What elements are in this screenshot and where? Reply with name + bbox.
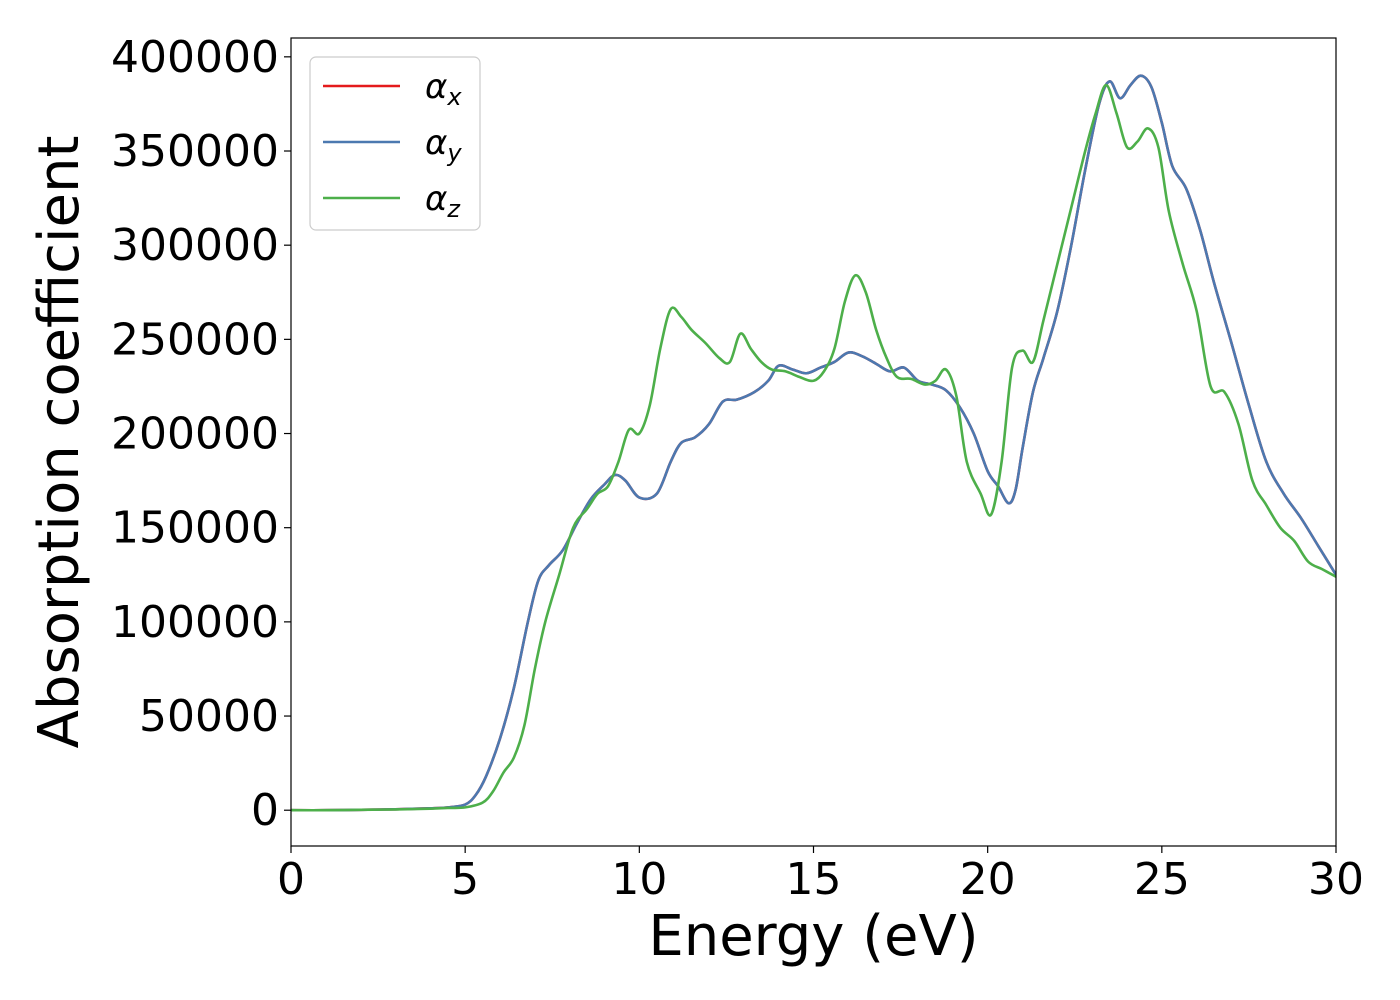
y-tick-label: 400000 — [111, 32, 279, 83]
y-tick-label: 350000 — [111, 126, 279, 177]
y-tick-label: 250000 — [111, 314, 279, 365]
legend: αx αy αz — [309, 56, 481, 231]
x-tick-label: 15 — [786, 854, 842, 905]
series-line-z — [291, 83, 1336, 812]
y-tick-label: 300000 — [111, 220, 279, 271]
legend-box — [309, 56, 481, 231]
y-tick-label: 0 — [251, 785, 279, 836]
legend-label-x: αx — [425, 67, 462, 111]
x-tick-label: 5 — [451, 854, 479, 905]
x-tick-label: 20 — [960, 854, 1016, 905]
y-axis-title: Absorption coefficient — [27, 136, 92, 749]
series-line-y — [291, 74, 1336, 812]
x-tick-label: 25 — [1134, 854, 1190, 905]
x-tick-label: 0 — [277, 854, 305, 905]
y-tick-label: 50000 — [139, 691, 279, 742]
y-tick-label: 100000 — [111, 597, 279, 648]
x-axis: 0 5 10 15 20 25 30 — [277, 846, 1364, 905]
legend-label-y: αy — [425, 123, 462, 167]
x-tick-label: 10 — [611, 854, 667, 905]
y-tick-label: 150000 — [111, 503, 279, 554]
x-tick-label: 30 — [1308, 854, 1364, 905]
plot-lines — [291, 74, 1336, 812]
x-axis-title: Energy (eV) — [648, 904, 978, 969]
y-axis: 0 50000 100000 150000 200000 250000 300000 3500… — [111, 32, 291, 836]
legend-label-z: αz — [425, 179, 461, 223]
y-tick-label: 200000 — [111, 409, 279, 460]
